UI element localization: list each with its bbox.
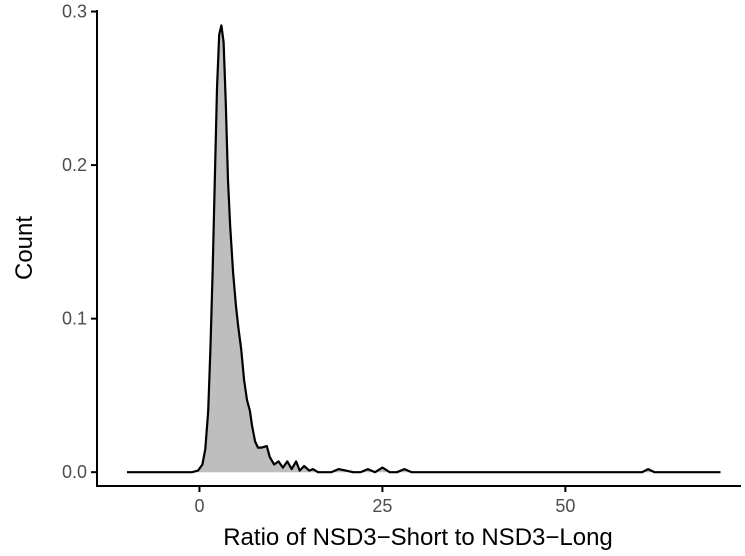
y-tick-label: 0.3	[62, 2, 87, 22]
x-tick-label: 50	[555, 496, 575, 516]
y-tick-label: 0.2	[62, 155, 87, 175]
plot-marks	[127, 24, 721, 474]
x-tick-label: 0	[194, 496, 204, 516]
y-axis-ticks: 0.0 0.1 0.2 0.3	[62, 2, 97, 482]
x-axis-ticks: 0 25 50	[194, 486, 575, 516]
density-line-0	[127, 24, 721, 474]
x-tick-label: 25	[372, 496, 392, 516]
x-axis-title: Ratio of NSD3−Short to NSD3−Long	[223, 524, 613, 551]
y-tick-label: 0.0	[62, 462, 87, 482]
y-axis-title: Count	[11, 216, 38, 280]
y-tick-label: 0.1	[62, 309, 87, 329]
